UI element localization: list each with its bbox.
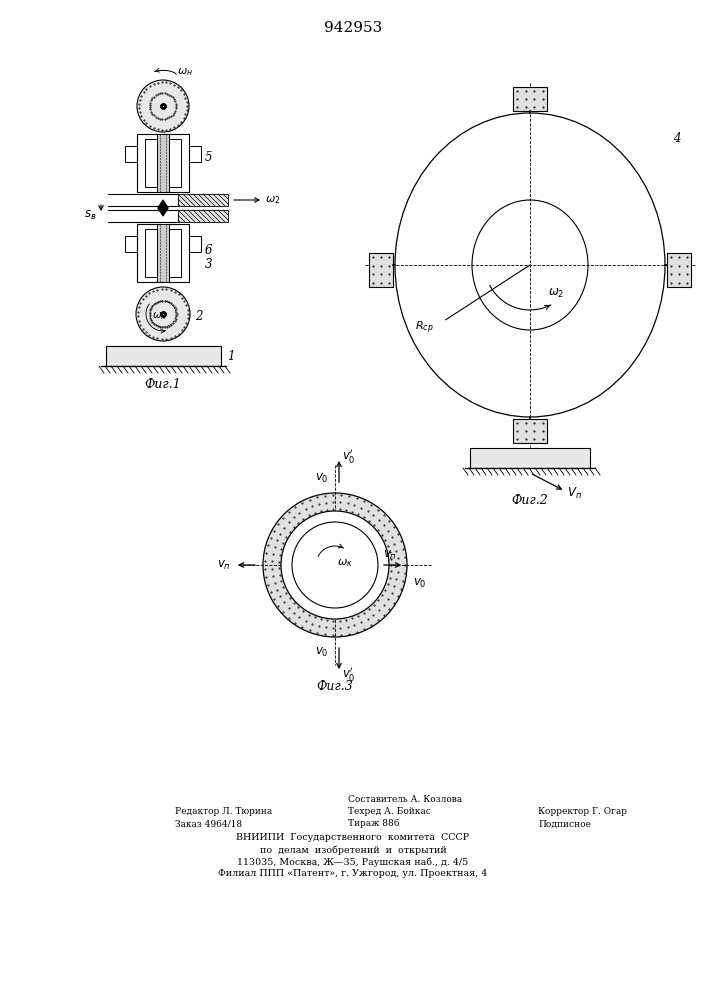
Bar (157, 134, 169, 192)
Bar (189, 146, 201, 162)
Text: $v_\mathit{п}$: $v_\mathit{п}$ (383, 548, 397, 562)
Bar (178, 210, 228, 222)
Bar (106, 346, 221, 366)
Text: $s_\mathit{в}$: $s_\mathit{в}$ (84, 208, 97, 222)
Bar (178, 194, 228, 206)
Text: $v_0'$: $v_0'$ (342, 665, 356, 683)
Text: Фиг.1: Фиг.1 (145, 377, 182, 390)
Text: Фиг.2: Фиг.2 (512, 494, 549, 508)
Text: $v_0'$: $v_0'$ (342, 447, 356, 465)
Text: Редактор Л. Тюрина: Редактор Л. Тюрина (175, 808, 272, 816)
Text: $\omega_2$: $\omega_2$ (548, 286, 564, 300)
Bar (145, 139, 181, 187)
Text: 5: 5 (205, 151, 213, 164)
Bar (125, 146, 137, 162)
Bar (157, 224, 169, 282)
Bar (513, 419, 547, 443)
Bar (470, 448, 590, 468)
Text: $V_\mathit{п}$: $V_\mathit{п}$ (567, 485, 582, 501)
Text: Фиг.3: Фиг.3 (317, 680, 354, 694)
Text: по  делам  изобретений  и  открытий: по делам изобретений и открытий (259, 845, 446, 855)
Text: Корректор Г. Огар: Корректор Г. Огар (538, 808, 627, 816)
Text: Подписное: Подписное (538, 820, 591, 828)
Text: $\omega_\kappa$: $\omega_\kappa$ (151, 310, 166, 322)
Polygon shape (158, 200, 168, 216)
Bar (137, 134, 189, 192)
Text: 3: 3 (205, 258, 213, 271)
Text: $R_\mathit{ср}$: $R_\mathit{ср}$ (415, 320, 434, 336)
Bar (513, 87, 547, 111)
Text: 2: 2 (195, 310, 202, 322)
Bar (145, 229, 181, 277)
Bar (667, 253, 691, 287)
Text: $v_\mathit{п}$: $v_\mathit{п}$ (217, 558, 231, 572)
Bar (125, 236, 137, 252)
Text: 1: 1 (227, 350, 235, 362)
Bar (189, 236, 201, 252)
Text: Филиал ППП «Патент», г. Ужгород, ул. Проектная, 4: Филиал ППП «Патент», г. Ужгород, ул. Про… (218, 869, 488, 879)
Text: $v_0$: $v_0$ (315, 471, 329, 485)
Text: $v_0$: $v_0$ (413, 576, 426, 590)
Text: $\omega_\kappa$: $\omega_\kappa$ (337, 557, 353, 569)
Text: Заказ 4964/18: Заказ 4964/18 (175, 820, 242, 828)
Text: 4: 4 (673, 131, 681, 144)
Text: ВНИИПИ  Государственного  комитета  СССР: ВНИИПИ Государственного комитета СССР (236, 834, 469, 842)
Text: 942953: 942953 (324, 21, 382, 35)
Bar (137, 224, 189, 282)
Text: 6: 6 (205, 244, 213, 257)
Text: Техред А. Бойкас: Техред А. Бойкас (348, 808, 431, 816)
Bar (369, 253, 393, 287)
Circle shape (281, 511, 389, 619)
Text: $\omega_\mathit{н}$: $\omega_\mathit{н}$ (177, 66, 193, 78)
Text: 113035, Москва, Ж—35, Раушская наб., д. 4/5: 113035, Москва, Ж—35, Раушская наб., д. … (238, 857, 469, 867)
Text: Тираж 886: Тираж 886 (348, 820, 399, 828)
Circle shape (137, 80, 189, 132)
Text: Составитель А. Козлова: Составитель А. Козлова (348, 796, 462, 804)
Text: $\omega_2$: $\omega_2$ (265, 194, 281, 206)
Circle shape (263, 493, 407, 637)
Text: $v_0$: $v_0$ (315, 645, 329, 659)
Circle shape (136, 287, 190, 341)
